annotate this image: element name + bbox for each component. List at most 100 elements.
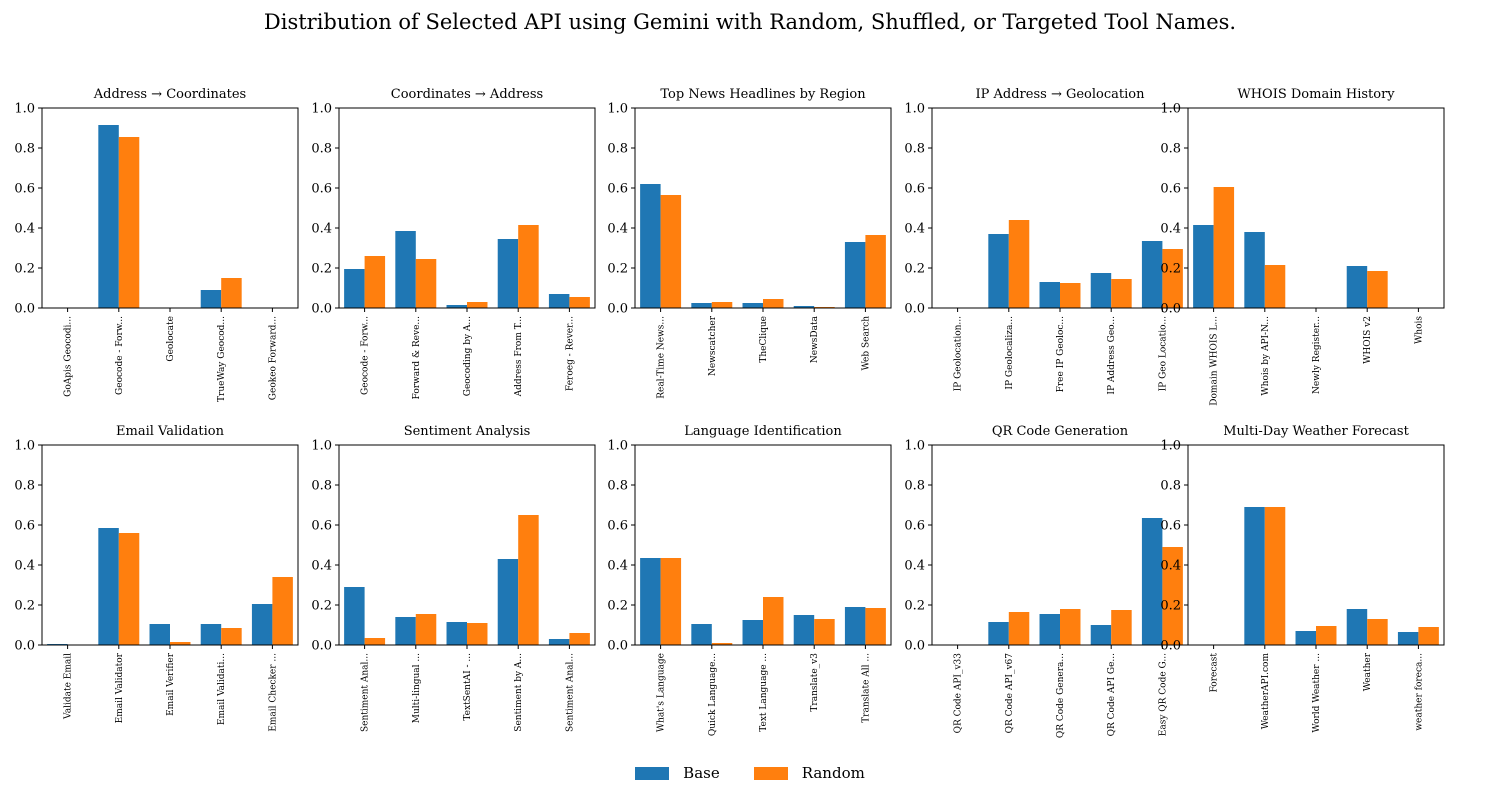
axes-frame bbox=[634, 444, 892, 646]
legend-label-random: Random bbox=[801, 764, 865, 782]
y-tick-label: 0.2 bbox=[311, 599, 332, 614]
y-tick-label: 0.4 bbox=[1160, 222, 1181, 237]
y-tick-label: 0.2 bbox=[14, 262, 35, 277]
x-tick-label: Multi-lingual ... bbox=[412, 653, 422, 723]
bar-random-4 bbox=[221, 628, 242, 645]
bar-random-4 bbox=[518, 515, 539, 645]
legend: Base Random bbox=[0, 764, 1500, 782]
x-tick-label: QR Code API_v67 bbox=[1005, 653, 1015, 734]
y-tick-label: 0.0 bbox=[311, 302, 332, 317]
y-tick-label: 0.8 bbox=[311, 479, 332, 494]
y-tick-label: 1.0 bbox=[607, 439, 628, 454]
x-tick-label: Sentiment by A... bbox=[514, 653, 524, 732]
subplot-title: Top News Headlines by Region bbox=[660, 87, 866, 102]
bar-random-5 bbox=[1162, 249, 1183, 308]
x-tick-label: Email Validator bbox=[115, 652, 125, 723]
y-tick-label: 0.4 bbox=[904, 222, 925, 237]
y-tick-label: 0.0 bbox=[904, 639, 925, 654]
bar-random-4 bbox=[518, 225, 539, 308]
bar-base-1 bbox=[640, 558, 661, 645]
subplot-title: Multi-Day Weather Forecast bbox=[1223, 424, 1409, 439]
y-tick-label: 1.0 bbox=[14, 439, 35, 454]
bar-random-3 bbox=[1060, 283, 1081, 308]
x-tick-label: Validate Email bbox=[64, 653, 74, 720]
x-tick-label: Free IP Geoloc... bbox=[1056, 316, 1066, 393]
y-tick-label: 0.8 bbox=[904, 479, 925, 494]
bar-base-4 bbox=[497, 239, 519, 308]
subplot-3: Top News Headlines by Region 0.0 0.2 0.4 0.6… bbox=[607, 87, 892, 399]
bar-base-2 bbox=[691, 624, 712, 645]
bar-base-1 bbox=[640, 184, 661, 308]
bar-random-4 bbox=[1111, 610, 1132, 645]
bar-base-5 bbox=[548, 639, 570, 645]
bar-random-2 bbox=[711, 643, 733, 645]
x-tick-label: Geocoding by A... bbox=[463, 316, 473, 396]
subplot-title: WHOIS Domain History bbox=[1237, 87, 1395, 102]
x-tick-label: QR Code Genera... bbox=[1056, 653, 1066, 738]
x-tick-label: Weather bbox=[1363, 652, 1373, 691]
bar-base-2 bbox=[98, 528, 119, 645]
x-tick-label: Email Checker ... bbox=[268, 653, 278, 732]
y-tick-label: 1.0 bbox=[311, 102, 332, 117]
axes-frame bbox=[41, 444, 299, 646]
bar-base-3 bbox=[446, 305, 467, 308]
x-tick-label: Text Language ... bbox=[759, 653, 769, 732]
subplot-5: WHOIS Domain History 0.0 0.2 0.4 0.6 0.8 1.0 Do… bbox=[1160, 87, 1445, 406]
bar-base-5 bbox=[844, 607, 866, 645]
y-tick-label: 0.4 bbox=[14, 222, 35, 237]
x-tick-label: Sentiment Anal... bbox=[361, 653, 371, 732]
subplot-4: IP Address → Geolocation 0.0 0.2 0.4 0.6 0.8 1… bbox=[904, 87, 1189, 395]
subplot-6: Email Validation 0.0 0.2 0.4 0.6 0.8 1.0 Valida… bbox=[14, 424, 299, 732]
x-tick-label: Quick Language... bbox=[708, 653, 718, 736]
bar-base-4 bbox=[1090, 625, 1112, 645]
axes-frame bbox=[338, 107, 596, 309]
subplot-8: Language Identification 0.0 0.2 0.4 0.6 0.8 1.… bbox=[607, 424, 892, 736]
y-tick-label: 0.4 bbox=[14, 559, 35, 574]
bar-random-3 bbox=[1060, 609, 1081, 645]
subplot-title: Language Identification bbox=[684, 424, 842, 439]
x-tick-label: QR Code API Ge... bbox=[1107, 653, 1117, 736]
y-tick-label: 0.6 bbox=[607, 519, 628, 534]
bar-random-2 bbox=[118, 533, 140, 645]
bar-base-2 bbox=[691, 303, 712, 308]
bar-base-4 bbox=[1090, 273, 1112, 308]
bar-base-2 bbox=[1244, 507, 1265, 645]
y-tick-label: 0.6 bbox=[14, 182, 35, 197]
bar-base-4 bbox=[793, 306, 815, 308]
subplot-title: Sentiment Analysis bbox=[404, 424, 531, 439]
bar-random-2 bbox=[118, 137, 140, 308]
bar-random-4 bbox=[1367, 619, 1388, 645]
x-tick-label: IP Address Geo... bbox=[1107, 316, 1117, 395]
x-tick-label: Forecast bbox=[1210, 653, 1220, 693]
x-tick-label: Email Verifier bbox=[166, 652, 176, 716]
y-tick-label: 0.4 bbox=[1160, 559, 1181, 574]
bar-base-5 bbox=[844, 242, 866, 308]
y-tick-label: 1.0 bbox=[311, 439, 332, 454]
bar-base-3 bbox=[742, 620, 763, 645]
y-tick-label: 0.6 bbox=[1160, 182, 1181, 197]
y-tick-label: 0.8 bbox=[607, 142, 628, 157]
y-tick-label: 0.2 bbox=[607, 599, 628, 614]
x-tick-label: IP Geolocaliza... bbox=[1005, 316, 1015, 390]
y-tick-label: 0.0 bbox=[904, 302, 925, 317]
subplot-10: Multi-Day Weather Forecast 0.0 0.2 0.4 0.6 0.… bbox=[1160, 424, 1445, 733]
axes-frame bbox=[338, 444, 596, 646]
x-tick-label: NewsData bbox=[810, 315, 820, 363]
y-tick-label: 0.0 bbox=[14, 302, 35, 317]
legend-swatch-random bbox=[753, 766, 788, 780]
x-tick-label: Email Validati... bbox=[217, 653, 227, 725]
legend-swatch-base bbox=[635, 766, 670, 780]
axes-frame bbox=[1187, 444, 1445, 646]
y-tick-label: 0.6 bbox=[904, 519, 925, 534]
bar-base-5 bbox=[1141, 518, 1163, 645]
legend-label-base: Base bbox=[683, 764, 720, 782]
bar-base-3 bbox=[149, 624, 170, 645]
x-tick-label: IP Geo Locatio... bbox=[1158, 316, 1168, 392]
bar-base-4 bbox=[793, 615, 815, 645]
bar-base-3 bbox=[1039, 282, 1060, 308]
y-tick-label: 0.6 bbox=[311, 519, 332, 534]
y-tick-label: 0.8 bbox=[14, 142, 35, 157]
bar-base-3 bbox=[742, 303, 763, 308]
subplot-title: Address → Coordinates bbox=[93, 87, 246, 102]
bar-base-1 bbox=[1193, 225, 1214, 308]
